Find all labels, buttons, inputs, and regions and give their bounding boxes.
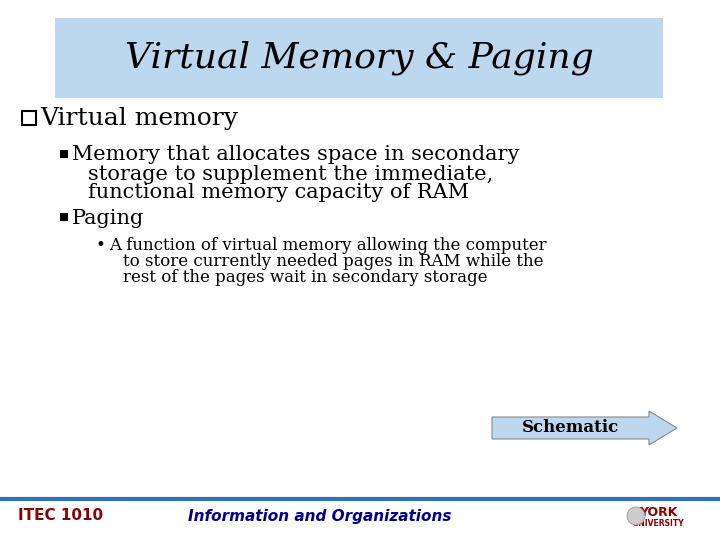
Text: storage to supplement the immediate,: storage to supplement the immediate, <box>88 165 493 184</box>
Text: Memory that allocates space in secondary: Memory that allocates space in secondary <box>72 145 520 165</box>
Circle shape <box>627 507 645 525</box>
FancyBboxPatch shape <box>55 18 663 98</box>
FancyBboxPatch shape <box>60 213 68 221</box>
Text: ITEC 1010: ITEC 1010 <box>18 509 103 523</box>
Text: to store currently needed pages in RAM while the: to store currently needed pages in RAM w… <box>123 253 544 269</box>
Text: functional memory capacity of RAM: functional memory capacity of RAM <box>88 184 469 202</box>
Text: •: • <box>95 236 105 254</box>
Text: rest of the pages wait in secondary storage: rest of the pages wait in secondary stor… <box>123 268 487 286</box>
Text: Virtual memory: Virtual memory <box>40 106 238 130</box>
Text: Schematic: Schematic <box>522 420 619 436</box>
Text: Virtual Memory & Paging: Virtual Memory & Paging <box>125 40 593 75</box>
Text: UNIVERSITY: UNIVERSITY <box>632 518 684 528</box>
Text: YORK: YORK <box>639 505 678 518</box>
FancyBboxPatch shape <box>60 150 68 158</box>
Polygon shape <box>492 411 677 445</box>
Text: Paging: Paging <box>72 208 144 227</box>
FancyBboxPatch shape <box>22 111 36 125</box>
Text: A function of virtual memory allowing the computer: A function of virtual memory allowing th… <box>109 237 546 253</box>
Text: Information and Organizations: Information and Organizations <box>188 509 451 523</box>
